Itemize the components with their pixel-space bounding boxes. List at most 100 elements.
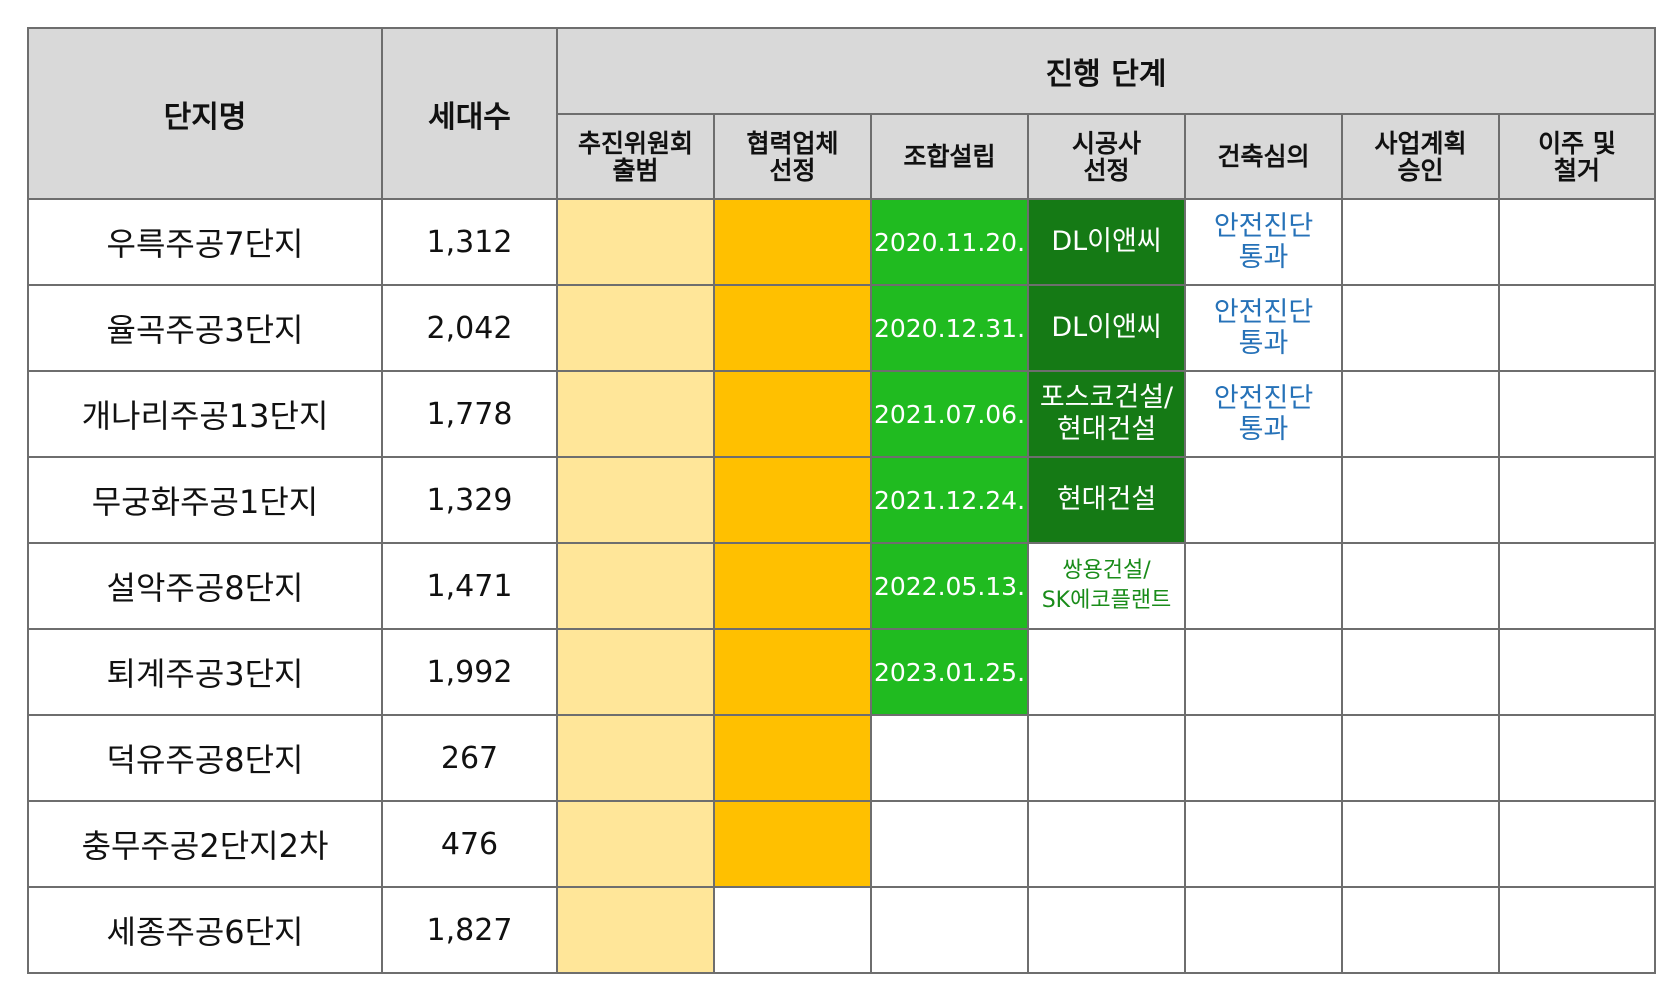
table-row: 율곡주공3단지 2,042 2020.12.31. DL이앤씨 안전진단 통과 [27, 284, 1657, 372]
header-stage-label: 사업계획 [1374, 128, 1467, 158]
stage-approval-cell [1341, 800, 1500, 888]
builder-cell [1027, 886, 1186, 974]
complex-name: 퇴계주공3단지 [27, 628, 383, 716]
stage-committee-cell [556, 628, 715, 716]
header-stage-label: 선정 [769, 155, 816, 185]
header-stage-label: 출범 [612, 155, 659, 185]
header-stage-label: 시공사 [1071, 128, 1141, 158]
table-row: 개나리주공13단지 1,778 2021.07.06. 포스코건설/ 현대건설 … [27, 370, 1657, 458]
header-stage-label: 선정 [1083, 155, 1130, 185]
header-complex-name: 단지명 [27, 27, 383, 200]
header-stage-label: 건축심의 [1217, 142, 1310, 171]
stage-committee-cell [556, 198, 715, 286]
stage-committee-cell [556, 370, 715, 458]
progress-table: 단지명 세대수 진행 단계 추진위원회 출범 협력업체 선정 조합설립 시공사 … [27, 27, 1657, 974]
union-date: 2023.01.25. [870, 628, 1029, 716]
union-date: 2020.11.20. [870, 198, 1029, 286]
stage-relocation-cell [1497, 284, 1657, 372]
stage-approval-cell [1341, 284, 1500, 372]
header-stage-label: 철거 [1554, 155, 1601, 185]
builder-name: SK에코플랜트 [1041, 588, 1172, 613]
review-cell: 안전진단 통과 [1184, 284, 1343, 372]
table-row: 퇴계주공3단지 1,992 2023.01.25. [27, 628, 1657, 716]
builder-name: 현대건설 [1056, 414, 1157, 445]
stage-partner-cell [713, 456, 872, 544]
stage-committee-cell [556, 714, 715, 802]
builder-cell: 현대건설 [1027, 456, 1186, 544]
complex-name: 무궁화주공1단지 [27, 456, 383, 544]
header-stage-relocation: 이주 및 철거 [1497, 113, 1657, 200]
stage-approval-cell [1341, 198, 1500, 286]
table-row: 무궁화주공1단지 1,329 2021.12.24. 현대건설 [27, 456, 1657, 544]
stage-relocation-cell [1497, 628, 1657, 716]
union-date: 2021.12.24. [870, 456, 1029, 544]
builder-cell: 쌍용건설/ SK에코플랜트 [1027, 542, 1186, 630]
stage-partner-cell [713, 198, 872, 286]
stage-relocation-cell [1497, 370, 1657, 458]
table-row: 설악주공8단지 1,471 2022.05.13. 쌍용건설/ SK에코플랜트 [27, 542, 1657, 630]
header-stage-label: 승인 [1397, 155, 1444, 185]
review-cell [1184, 456, 1343, 544]
stage-committee-cell [556, 284, 715, 372]
union-date-cell [870, 800, 1029, 888]
review-cell [1184, 886, 1343, 974]
household-count: 1,471 [381, 542, 558, 630]
stage-approval-cell [1341, 628, 1500, 716]
union-date: 2020.12.31. [870, 284, 1029, 372]
review-cell [1184, 542, 1343, 630]
union-date: 2021.07.06. [870, 370, 1029, 458]
stage-partner-cell [713, 370, 872, 458]
builder-name: DL이앤씨 [1051, 226, 1162, 257]
builder-cell: 포스코건설/ 현대건설 [1027, 370, 1186, 458]
header-stage-committee: 추진위원회 출범 [556, 113, 715, 200]
builder-cell: DL이앤씨 [1027, 284, 1186, 372]
table-row: 충무주공2단지2차 476 [27, 800, 1657, 888]
stage-approval-cell [1341, 886, 1500, 974]
complex-name: 덕유주공8단지 [27, 714, 383, 802]
header-stage-review: 건축심의 [1184, 113, 1343, 200]
review-status: 안전진단 [1213, 211, 1314, 242]
builder-name: 쌍용건설/ [1062, 558, 1151, 583]
stage-approval-cell [1341, 714, 1500, 802]
complex-name: 충무주공2단지2차 [27, 800, 383, 888]
builder-name: 현대건설 [1056, 484, 1157, 515]
complex-name: 세종주공6단지 [27, 886, 383, 974]
builder-cell [1027, 714, 1186, 802]
stage-relocation-cell [1497, 800, 1657, 888]
stage-partner-cell [713, 800, 872, 888]
header-households: 세대수 [381, 27, 558, 200]
stage-relocation-cell [1497, 714, 1657, 802]
complex-name: 개나리주공13단지 [27, 370, 383, 458]
stage-relocation-cell [1497, 198, 1657, 286]
stage-approval-cell [1341, 542, 1500, 630]
complex-name: 설악주공8단지 [27, 542, 383, 630]
household-count: 1,992 [381, 628, 558, 716]
header-stage-label: 조합설립 [903, 142, 996, 171]
header-stage-label: 추진위원회 [577, 128, 693, 158]
stage-partner-cell [713, 714, 872, 802]
review-cell [1184, 628, 1343, 716]
stage-partner-cell [713, 886, 872, 974]
builder-name: 포스코건설/ [1039, 382, 1174, 413]
complex-name: 우륵주공7단지 [27, 198, 383, 286]
builder-name: DL이앤씨 [1051, 312, 1162, 343]
header-row-top: 단지명 세대수 진행 단계 [27, 27, 1657, 200]
header-stage-partner: 협력업체 선정 [713, 113, 872, 200]
stage-committee-cell [556, 800, 715, 888]
table-row: 우륵주공7단지 1,312 2020.11.20. DL이앤씨 안전진단 통과 [27, 198, 1657, 286]
stage-committee-cell [556, 886, 715, 974]
builder-cell: DL이앤씨 [1027, 198, 1186, 286]
stage-partner-cell [713, 628, 872, 716]
stage-relocation-cell [1497, 542, 1657, 630]
header-stage-label: 협력업체 [746, 128, 839, 158]
household-count: 1,312 [381, 198, 558, 286]
table-row: 덕유주공8단지 267 [27, 714, 1657, 802]
stage-approval-cell [1341, 456, 1500, 544]
stage-partner-cell [713, 542, 872, 630]
header-progress-stage: 진행 단계 [555, 27, 1657, 115]
review-cell [1184, 800, 1343, 888]
stage-relocation-cell [1497, 886, 1657, 974]
review-status: 안전진단 [1213, 297, 1314, 328]
stage-partner-cell [713, 284, 872, 372]
household-count: 1,329 [381, 456, 558, 544]
